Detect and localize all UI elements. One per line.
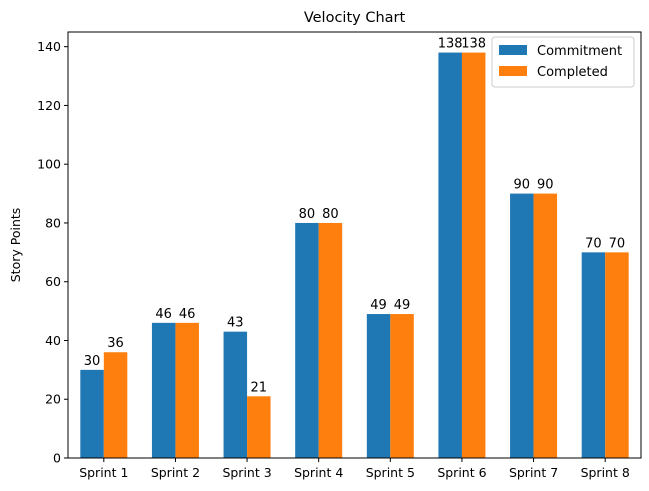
x-tick-label: Sprint 3 — [222, 465, 271, 480]
legend: Commitment Completed — [491, 36, 635, 88]
bar-commitment-4 — [295, 222, 319, 458]
x-tick-label: Sprint 4 — [294, 465, 343, 480]
data-label-commitment-7: 90 — [514, 178, 531, 193]
bar-commitment-7 — [510, 193, 534, 458]
data-label-commitment-3: 43 — [227, 316, 244, 331]
x-axis-ticks: Sprint 1 Sprint 2 Sprint 3 Sprint 4 Sprint 5… — [79, 458, 630, 480]
bar-commitment-5 — [366, 314, 391, 458]
legend-swatch-commitment — [499, 45, 527, 55]
x-tick-label: Sprint 7 — [509, 465, 558, 480]
data-label-commitment-5: 49 — [370, 298, 387, 313]
bar-commitment-6 — [438, 52, 462, 458]
data-label-commitment-2: 46 — [155, 307, 172, 322]
y-axis-label: Story Points — [8, 208, 23, 283]
data-label-completed-4: 80 — [322, 207, 339, 222]
chart-title: Velocity Chart — [304, 10, 406, 26]
bar-completed-2 — [175, 322, 199, 458]
bar-commitment-1 — [80, 369, 104, 458]
legend-label-completed: Completed — [537, 65, 608, 80]
bar-completed-7 — [533, 193, 558, 458]
y-tick-label: 80 — [45, 215, 61, 230]
x-tick-label: Sprint 8 — [581, 465, 630, 480]
bar-commitment-8 — [581, 252, 606, 458]
y-tick-label: 40 — [45, 333, 61, 348]
data-label-completed-3: 21 — [251, 380, 268, 395]
bar-completed-8 — [605, 252, 629, 458]
bar-commitment-3 — [223, 331, 248, 458]
data-label-commitment-6: 138 — [438, 37, 463, 52]
data-label-completed-1: 36 — [107, 336, 124, 351]
plot-frame — [67, 31, 642, 459]
legend-label-commitment: Commitment — [537, 44, 622, 59]
y-axis-ticks: 0 20 40 60 80 100 120 140 — [37, 39, 68, 466]
x-tick-label: Sprint 5 — [366, 465, 415, 480]
x-tick-label: Sprint 1 — [79, 465, 128, 480]
bars-group — [80, 52, 629, 458]
data-label-commitment-1: 30 — [84, 354, 101, 369]
bar-completed-1 — [103, 352, 128, 458]
bar-completed-4 — [318, 222, 343, 458]
data-label-completed-5: 49 — [394, 298, 411, 313]
bar-commitment-2 — [151, 322, 176, 458]
x-tick-label: Sprint 2 — [151, 465, 200, 480]
bar-completed-5 — [390, 314, 414, 458]
x-tick-label: Sprint 6 — [437, 465, 486, 480]
y-tick-label: 60 — [45, 274, 61, 289]
data-label-commitment-8: 70 — [585, 236, 602, 251]
legend-box — [491, 36, 635, 88]
data-label-commitment-4: 80 — [299, 207, 316, 222]
bar-completed-3 — [247, 396, 271, 458]
bar-completed-6 — [461, 52, 486, 458]
y-tick-label: 120 — [37, 98, 61, 113]
y-tick-label: 140 — [37, 39, 61, 54]
legend-swatch-completed — [499, 66, 527, 76]
data-label-completed-6: 138 — [461, 37, 486, 52]
data-label-completed-7: 90 — [537, 178, 554, 193]
data-label-completed-8: 70 — [609, 236, 626, 251]
y-tick-label: 20 — [45, 392, 61, 407]
y-tick-label: 0 — [53, 451, 61, 466]
y-tick-label: 100 — [37, 157, 61, 172]
data-label-completed-2: 46 — [179, 307, 196, 322]
